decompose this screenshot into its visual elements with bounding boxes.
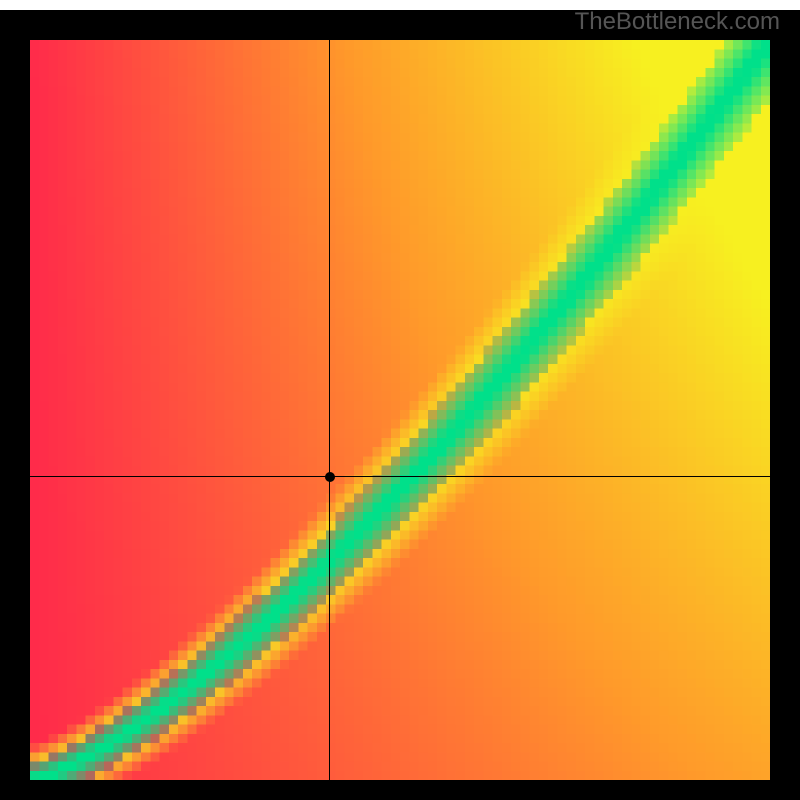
heatmap-canvas	[30, 40, 770, 780]
crosshair-marker	[325, 472, 335, 482]
crosshair-vertical	[329, 40, 330, 780]
figure-container: TheBottleneck.com	[0, 0, 800, 800]
crosshair-horizontal	[30, 476, 770, 477]
watermark-text: TheBottleneck.com	[575, 8, 780, 36]
